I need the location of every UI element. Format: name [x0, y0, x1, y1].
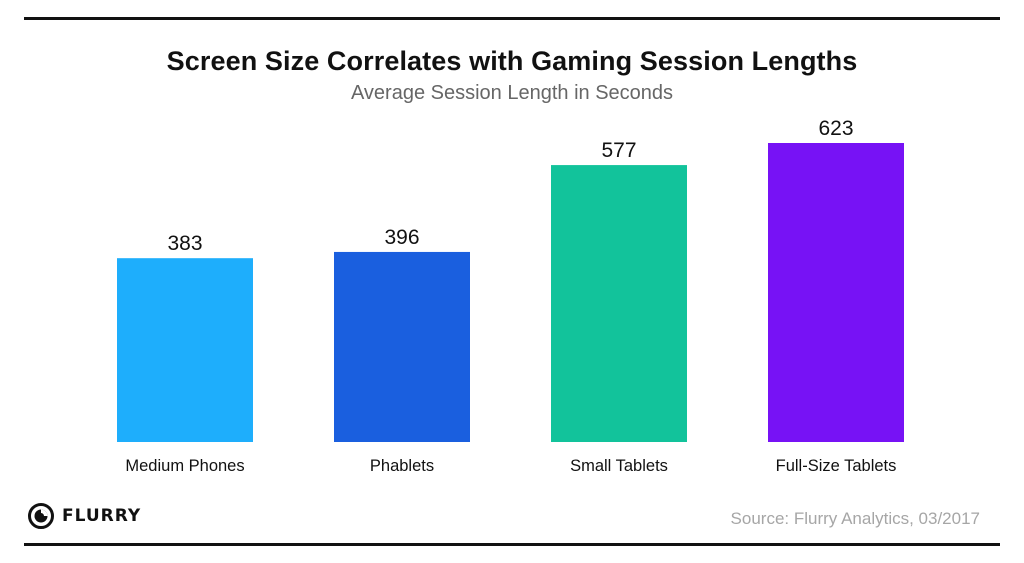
category-label-medium-phones: Medium Phones	[125, 457, 244, 475]
category-label-phablets: Phablets	[370, 457, 434, 475]
category-label-full-size-tablets: Full-Size Tablets	[776, 457, 897, 475]
bottom-rule	[24, 543, 1000, 546]
source-note: Source: Flurry Analytics, 03/2017	[730, 509, 980, 528]
top-rule	[24, 17, 1000, 20]
bar-phablets	[334, 251, 470, 442]
flurry-logo-icon	[28, 503, 54, 529]
logo-text: FLURRY	[62, 506, 142, 526]
value-label-phablets: 396	[384, 226, 419, 249]
bar-full-size-tablets	[768, 143, 904, 442]
chart-subtitle: Average Session Length in Seconds	[350, 82, 674, 104]
flurry-logo: FLURRY	[28, 503, 141, 529]
value-label-full-size-tablets: 623	[818, 117, 853, 140]
category-label-small-tablets: Small Tablets	[570, 457, 668, 475]
bar-small-tablets	[551, 165, 687, 443]
chart-title: Screen Size Correlates with Gaming Sessi…	[166, 46, 858, 76]
bar-medium-phones	[117, 258, 253, 442]
value-label-small-tablets: 577	[601, 139, 636, 162]
value-label-medium-phones: 383	[167, 232, 202, 255]
bar-chart: 383 Medium Phones 396 Phablets 577 Small Tabl…	[117, 117, 904, 475]
